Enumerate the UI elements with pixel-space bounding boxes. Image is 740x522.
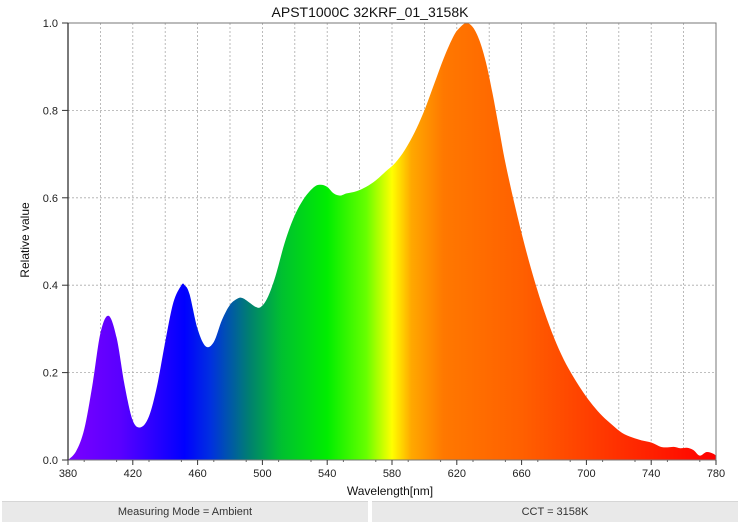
x-tick-label: 780 xyxy=(707,468,725,480)
x-tick-label: 380 xyxy=(59,468,77,480)
measuring-mode-status: Measuring Mode = Ambient xyxy=(2,501,368,522)
x-tick-label: 460 xyxy=(188,468,206,480)
y-tick-label: 0.4 xyxy=(43,280,58,292)
chart-title: APST1000C 32KRF_01_3158K xyxy=(271,4,469,20)
y-tick-label: 0.2 xyxy=(43,368,58,380)
y-tick-label: 0.0 xyxy=(43,455,58,467)
x-tick-label: 500 xyxy=(253,468,271,480)
x-tick-label: 620 xyxy=(448,468,466,480)
x-tick-label: 540 xyxy=(318,468,336,480)
x-axis-label: Wavelength[nm] xyxy=(346,484,434,498)
y-axis-ticks: 0.0 0.2 0.4 0.6 0.8 1.0 xyxy=(43,18,68,467)
y-tick-label: 0.8 xyxy=(43,105,58,117)
spectrum-area xyxy=(68,23,716,460)
x-tick-label: 740 xyxy=(642,468,660,480)
x-tick-label: 420 xyxy=(124,468,142,480)
x-tick-label: 580 xyxy=(383,468,401,480)
y-tick-label: 1.0 xyxy=(43,18,58,30)
y-axis-label: Relative value xyxy=(18,202,32,278)
y-tick-label: 0.6 xyxy=(43,193,58,205)
x-tick-label: 700 xyxy=(577,468,595,480)
x-tick-label: 660 xyxy=(512,468,530,480)
x-axis-ticks: 380 420 460 500 540 580 620 660 700 740 780 xyxy=(59,460,725,480)
cct-status: CCT = 3158K xyxy=(372,501,738,522)
